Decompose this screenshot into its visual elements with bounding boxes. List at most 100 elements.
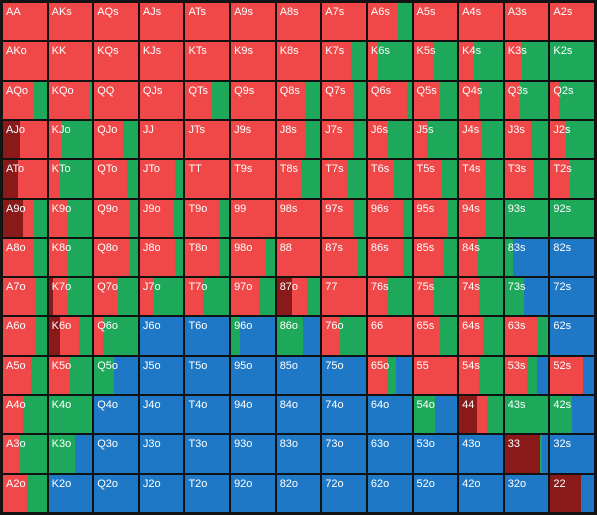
hand-cell[interactable]: J6s: [366, 119, 413, 160]
hand-cell[interactable]: 97s: [321, 198, 367, 238]
hand-cell[interactable]: 83o: [275, 434, 322, 474]
hand-cell[interactable]: 72o: [321, 473, 367, 513]
hand-cell[interactable]: QTs: [184, 80, 231, 120]
hand-cell[interactable]: J7s: [321, 119, 367, 160]
hand-cell[interactable]: 96s: [366, 198, 413, 238]
hand-cell[interactable]: T2s: [549, 159, 595, 199]
hand-cell[interactable]: A2s: [549, 2, 595, 42]
hand-cell[interactable]: T3o: [184, 434, 231, 474]
hand-cell[interactable]: T2o: [184, 473, 231, 513]
hand-cell[interactable]: AKs: [47, 2, 94, 42]
hand-cell[interactable]: K3s: [503, 41, 550, 81]
hand-cell[interactable]: 66: [366, 316, 413, 356]
hand-cell[interactable]: Q2o: [93, 473, 139, 513]
hand-cell[interactable]: 88: [275, 237, 322, 278]
hand-cell[interactable]: ATo: [2, 159, 48, 199]
hand-cell[interactable]: 42o: [458, 473, 504, 513]
hand-cell[interactable]: KTo: [47, 159, 94, 199]
hand-cell[interactable]: 54s: [458, 355, 504, 396]
hand-cell[interactable]: AKo: [2, 41, 48, 81]
hand-cell[interactable]: QQ: [93, 80, 139, 120]
hand-cell[interactable]: 82s: [549, 237, 595, 278]
hand-cell[interactable]: KJo: [47, 119, 94, 160]
hand-cell[interactable]: 94o: [230, 395, 276, 435]
hand-cell[interactable]: Q5o: [93, 355, 139, 396]
hand-cell[interactable]: 74o: [321, 395, 367, 435]
hand-cell[interactable]: Q5s: [412, 80, 459, 120]
hand-cell[interactable]: 55: [412, 355, 459, 396]
hand-cell[interactable]: QJs: [138, 80, 185, 120]
hand-cell[interactable]: 92o: [230, 473, 276, 513]
hand-cell[interactable]: A5o: [2, 355, 48, 396]
hand-cell[interactable]: 74s: [458, 277, 504, 317]
hand-cell[interactable]: 73s: [503, 277, 550, 317]
hand-cell[interactable]: 96o: [230, 316, 276, 356]
hand-cell[interactable]: 72s: [549, 277, 595, 317]
hand-cell[interactable]: T5s: [412, 159, 459, 199]
hand-cell[interactable]: 76s: [366, 277, 413, 317]
hand-cell[interactable]: 95s: [412, 198, 459, 238]
hand-cell[interactable]: T7o: [184, 277, 231, 317]
hand-cell[interactable]: A4o: [2, 395, 48, 435]
hand-cell[interactable]: 64o: [366, 395, 413, 435]
hand-cell[interactable]: 83s: [503, 237, 550, 278]
hand-cell[interactable]: T6s: [366, 159, 413, 199]
hand-cell[interactable]: K2o: [47, 473, 94, 513]
hand-cell[interactable]: 33: [503, 434, 550, 474]
hand-cell[interactable]: 75s: [412, 277, 459, 317]
hand-cell[interactable]: J5o: [138, 355, 185, 396]
hand-cell[interactable]: 94s: [458, 198, 504, 238]
hand-cell[interactable]: 54o: [412, 395, 459, 435]
hand-cell[interactable]: Q6s: [366, 80, 413, 120]
hand-cell[interactable]: A9s: [230, 2, 276, 42]
hand-cell[interactable]: TT: [184, 159, 231, 199]
hand-cell[interactable]: 63s: [503, 316, 550, 356]
hand-cell[interactable]: 32o: [503, 473, 550, 513]
hand-cell[interactable]: 73o: [321, 434, 367, 474]
hand-cell[interactable]: 97o: [230, 277, 276, 317]
hand-cell[interactable]: J7o: [138, 277, 185, 317]
hand-cell[interactable]: A7s: [321, 2, 367, 42]
hand-cell[interactable]: Q4s: [458, 80, 504, 120]
hand-cell[interactable]: Q2s: [549, 80, 595, 120]
hand-cell[interactable]: K7s: [321, 41, 367, 81]
hand-cell[interactable]: 65o: [366, 355, 413, 396]
hand-cell[interactable]: KTs: [184, 41, 231, 81]
hand-cell[interactable]: 22: [549, 473, 595, 513]
hand-cell[interactable]: K6s: [366, 41, 413, 81]
hand-cell[interactable]: 93o: [230, 434, 276, 474]
hand-cell[interactable]: 52s: [549, 355, 595, 396]
hand-cell[interactable]: 98o: [230, 237, 276, 278]
hand-cell[interactable]: A6s: [366, 2, 413, 42]
hand-cell[interactable]: K3o: [47, 434, 94, 474]
hand-cell[interactable]: T9o: [184, 198, 231, 238]
hand-cell[interactable]: 62o: [366, 473, 413, 513]
hand-cell[interactable]: 32s: [549, 434, 595, 474]
hand-cell[interactable]: J4o: [138, 395, 185, 435]
hand-cell[interactable]: J2s: [549, 119, 595, 160]
hand-cell[interactable]: K2s: [549, 41, 595, 81]
hand-cell[interactable]: A3s: [503, 2, 550, 42]
hand-cell[interactable]: K4o: [47, 395, 94, 435]
hand-cell[interactable]: Q9s: [230, 80, 276, 120]
hand-cell[interactable]: 86s: [366, 237, 413, 278]
hand-cell[interactable]: J3o: [138, 434, 185, 474]
hand-cell[interactable]: JJ: [138, 119, 185, 160]
hand-cell[interactable]: 43o: [458, 434, 504, 474]
hand-cell[interactable]: 76o: [321, 316, 367, 356]
hand-cell[interactable]: 65s: [412, 316, 459, 356]
hand-cell[interactable]: 53s: [503, 355, 550, 396]
hand-cell[interactable]: K9s: [230, 41, 276, 81]
hand-cell[interactable]: A7o: [2, 277, 48, 317]
hand-cell[interactable]: T9s: [230, 159, 276, 199]
hand-cell[interactable]: AQo: [2, 80, 48, 120]
hand-cell[interactable]: K9o: [47, 198, 94, 238]
hand-cell[interactable]: ATs: [184, 2, 231, 42]
hand-cell[interactable]: 53o: [412, 434, 459, 474]
hand-cell[interactable]: K4s: [458, 41, 504, 81]
hand-cell[interactable]: 98s: [275, 198, 322, 238]
hand-cell[interactable]: Q8o: [93, 237, 139, 278]
hand-cell[interactable]: A9o: [2, 198, 48, 238]
hand-cell[interactable]: Q3o: [93, 434, 139, 474]
hand-cell[interactable]: 75o: [321, 355, 367, 396]
